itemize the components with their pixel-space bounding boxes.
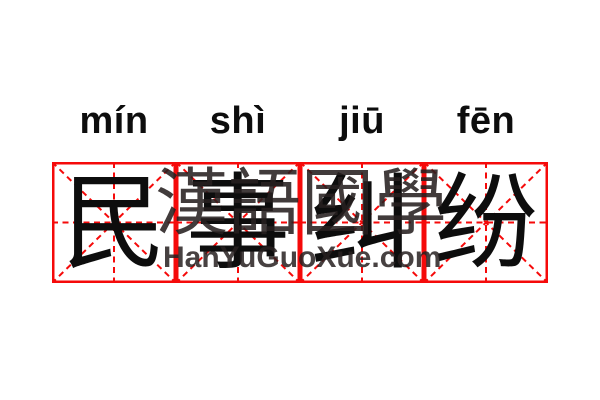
mi-zi-ge-grid-icon xyxy=(176,162,300,283)
pinyin-row: mín shì jiū fēn xyxy=(52,96,548,146)
grid-cell: 纠 xyxy=(300,162,424,283)
mi-zi-ge-grid-icon xyxy=(300,162,424,283)
pinyin-syllable: mín xyxy=(79,100,149,142)
grid-cell: 事 xyxy=(176,162,300,283)
grid-cell: 民 xyxy=(52,162,176,283)
pinyin-syllable: jiū xyxy=(339,100,385,142)
mi-zi-ge-grid-icon xyxy=(52,162,176,283)
pinyin-syllable: shì xyxy=(209,100,267,142)
character-grid: 民 事 xyxy=(52,162,548,283)
pinyin-syllable: fēn xyxy=(456,100,516,142)
mi-zi-ge-grid-icon xyxy=(424,162,548,283)
grid-cell: 纷 xyxy=(424,162,548,283)
